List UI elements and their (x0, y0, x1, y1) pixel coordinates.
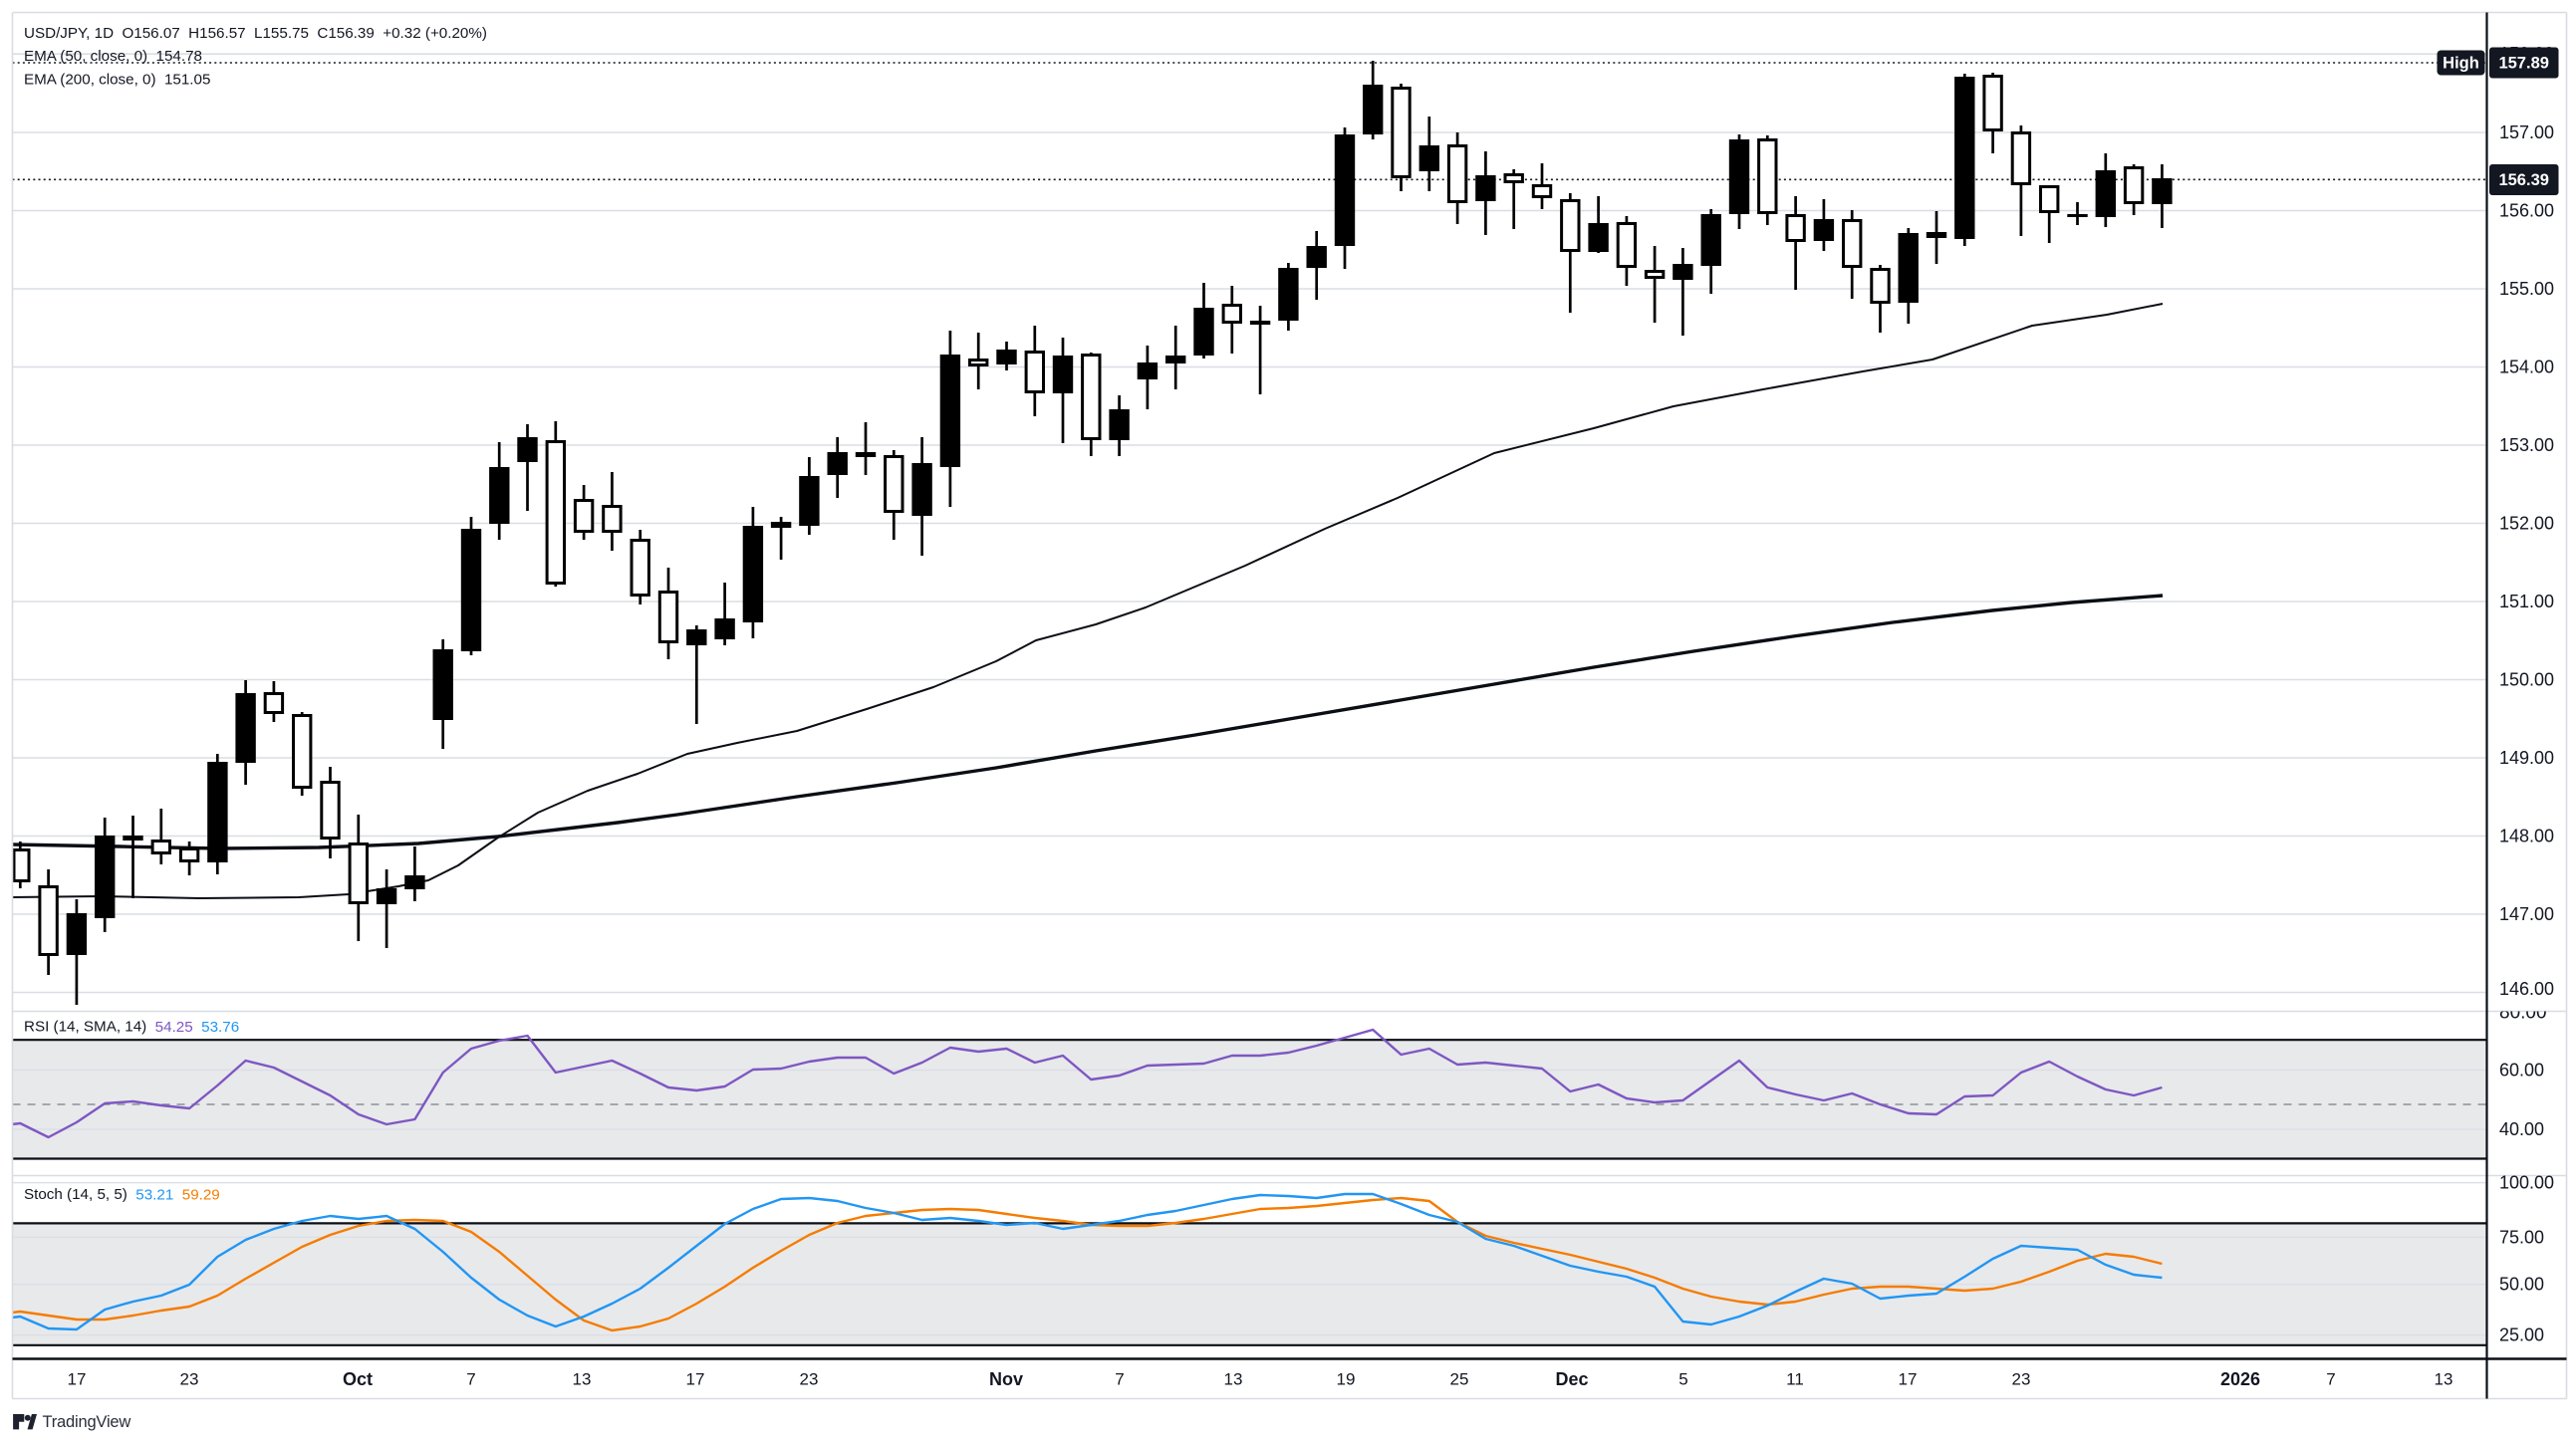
svg-text:USD/JPY, 1D O156.07 H156.57: USD/JPY, 1D O156.07 H156.57 L155.75 C156… (24, 25, 487, 42)
svg-text:23: 23 (2012, 1370, 2031, 1389)
svg-text:80.00: 80.00 (2499, 1003, 2547, 1024)
svg-text:156.39: 156.39 (2498, 171, 2548, 189)
svg-text:157.89: 157.89 (2498, 55, 2548, 73)
svg-text:149.00: 149.00 (2499, 748, 2554, 768)
svg-text:5: 5 (1678, 1370, 1687, 1389)
svg-text:23: 23 (800, 1370, 819, 1389)
svg-text:19: 19 (1337, 1370, 1356, 1389)
svg-text:7: 7 (2326, 1370, 2335, 1389)
svg-text:50.00: 50.00 (2499, 1275, 2544, 1295)
svg-text:TradingView: TradingView (43, 1413, 131, 1431)
svg-text:25.00: 25.00 (2499, 1325, 2544, 1345)
svg-text:75.00: 75.00 (2499, 1227, 2544, 1247)
svg-text:152.00: 152.00 (2499, 514, 2554, 534)
svg-text:146.00: 146.00 (2499, 979, 2554, 999)
svg-text:100.00: 100.00 (2499, 1173, 2554, 1193)
svg-text:7: 7 (1115, 1370, 1124, 1389)
svg-text:156.00: 156.00 (2499, 201, 2554, 221)
svg-text:Nov: Nov (989, 1369, 1023, 1389)
svg-text:EMA (50, close, 0) 154.78: EMA (50, close, 0) 154.78 (24, 48, 202, 65)
svg-text:150.00: 150.00 (2499, 670, 2554, 690)
svg-text:RSI (14, SMA, 14) 54.25 53.7: RSI (14, SMA, 14) 54.25 53.76 (24, 1019, 239, 1036)
svg-text:13: 13 (2435, 1370, 2453, 1389)
svg-text:17: 17 (686, 1370, 705, 1389)
svg-text:11: 11 (1786, 1370, 1804, 1389)
svg-text:Dec: Dec (1555, 1369, 1588, 1389)
svg-text:EMA (200, close, 0) 151.05: EMA (200, close, 0) 151.05 (24, 72, 210, 89)
svg-text:157.00: 157.00 (2499, 122, 2554, 142)
svg-text:13: 13 (573, 1370, 592, 1389)
svg-text:Stoch (14, 5, 5) 53.21 59.29: Stoch (14, 5, 5) 53.21 59.29 (24, 1186, 220, 1203)
svg-text:7: 7 (466, 1370, 475, 1389)
svg-text:147.00: 147.00 (2499, 904, 2554, 924)
svg-text:17: 17 (68, 1370, 87, 1389)
svg-text:17: 17 (1899, 1370, 1918, 1389)
svg-text:Oct: Oct (343, 1369, 373, 1389)
svg-text:25: 25 (1450, 1370, 1469, 1389)
svg-text:148.00: 148.00 (2499, 827, 2554, 846)
svg-text:151.00: 151.00 (2499, 592, 2554, 611)
svg-text:60.00: 60.00 (2499, 1061, 2544, 1081)
svg-text:154.00: 154.00 (2499, 358, 2554, 377)
svg-text:23: 23 (180, 1370, 199, 1389)
svg-text:155.00: 155.00 (2499, 279, 2554, 299)
svg-text:13: 13 (1224, 1370, 1243, 1389)
svg-text:153.00: 153.00 (2499, 435, 2554, 455)
svg-text:2026: 2026 (2220, 1369, 2260, 1389)
svg-text:40.00: 40.00 (2499, 1119, 2544, 1139)
svg-text:High: High (2443, 55, 2479, 73)
